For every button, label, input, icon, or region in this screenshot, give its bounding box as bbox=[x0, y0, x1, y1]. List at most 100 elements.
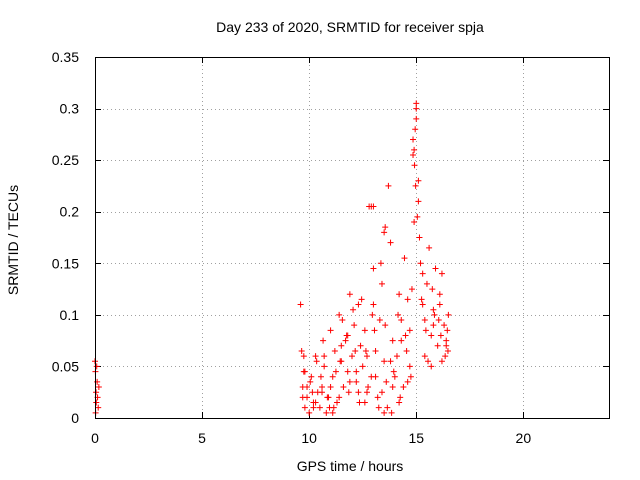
x-tick-label: 20 bbox=[516, 430, 532, 446]
y-tick-label: 0.15 bbox=[52, 255, 79, 271]
data-point bbox=[352, 347, 359, 354]
data-point bbox=[422, 327, 429, 334]
data-point bbox=[316, 404, 323, 411]
data-point bbox=[391, 373, 398, 380]
data-point bbox=[337, 358, 344, 365]
data-point bbox=[308, 373, 315, 380]
data-point bbox=[404, 296, 411, 303]
data-point bbox=[357, 342, 364, 349]
data-point bbox=[338, 342, 345, 349]
data-point bbox=[323, 409, 330, 416]
data-point bbox=[319, 389, 326, 396]
data-point bbox=[408, 286, 415, 293]
data-point bbox=[345, 389, 352, 396]
data-point bbox=[444, 327, 451, 334]
data-point bbox=[400, 384, 407, 391]
data-point bbox=[361, 399, 368, 406]
y-tick-label: 0.1 bbox=[60, 307, 80, 323]
data-point bbox=[344, 368, 351, 375]
data-point bbox=[342, 337, 349, 344]
data-point bbox=[403, 347, 410, 354]
data-point bbox=[336, 311, 343, 318]
data-point bbox=[381, 409, 388, 416]
data-point bbox=[310, 404, 317, 411]
data-point bbox=[382, 224, 389, 231]
data-point bbox=[396, 399, 403, 406]
data-point bbox=[423, 280, 430, 287]
data-point bbox=[355, 389, 362, 396]
data-point bbox=[336, 394, 343, 401]
data-point bbox=[321, 353, 328, 360]
data-point bbox=[371, 327, 378, 334]
data-point bbox=[418, 296, 425, 303]
y-tick-label: 0.25 bbox=[52, 152, 79, 168]
data-point bbox=[415, 198, 422, 205]
data-point bbox=[411, 162, 418, 169]
data-point bbox=[330, 404, 337, 411]
data-point bbox=[346, 378, 353, 385]
data-point bbox=[356, 399, 363, 406]
data-point bbox=[349, 353, 355, 360]
data-point bbox=[383, 378, 390, 385]
data-point bbox=[309, 389, 316, 396]
data-point bbox=[95, 384, 102, 391]
data-point bbox=[95, 404, 102, 411]
data-point bbox=[306, 409, 313, 416]
y-tick-label: 0 bbox=[71, 410, 79, 426]
data-point bbox=[436, 291, 443, 298]
data-points bbox=[92, 100, 452, 416]
data-point bbox=[359, 363, 366, 370]
data-point bbox=[340, 384, 347, 391]
data-point bbox=[398, 317, 405, 324]
data-point bbox=[320, 337, 327, 344]
data-point bbox=[331, 347, 338, 354]
data-point bbox=[346, 291, 353, 298]
data-point bbox=[374, 394, 381, 401]
data-point bbox=[388, 409, 395, 416]
data-point bbox=[402, 332, 409, 339]
data-point bbox=[438, 270, 445, 277]
data-point bbox=[421, 353, 428, 360]
data-point bbox=[387, 358, 394, 365]
data-point bbox=[312, 399, 319, 406]
data-point bbox=[419, 301, 426, 308]
data-point bbox=[410, 136, 417, 143]
data-point bbox=[435, 317, 442, 324]
data-point bbox=[300, 353, 307, 360]
data-point bbox=[397, 394, 404, 401]
plot-frame bbox=[95, 57, 610, 419]
data-point bbox=[411, 219, 418, 226]
data-point bbox=[297, 301, 304, 308]
data-point bbox=[378, 389, 385, 396]
data-point bbox=[387, 239, 394, 246]
data-point bbox=[93, 389, 100, 396]
data-point bbox=[353, 368, 360, 375]
data-point bbox=[317, 373, 324, 380]
data-point bbox=[407, 373, 414, 380]
data-point bbox=[329, 373, 336, 380]
data-point bbox=[375, 404, 382, 411]
data-point bbox=[355, 301, 362, 308]
data-point bbox=[324, 394, 331, 401]
data-point bbox=[376, 317, 383, 324]
data-point bbox=[350, 306, 357, 313]
data-point bbox=[363, 353, 370, 360]
data-point bbox=[404, 378, 411, 385]
data-point bbox=[431, 311, 438, 318]
data-point bbox=[378, 280, 385, 287]
data-point bbox=[389, 337, 396, 344]
data-point bbox=[429, 286, 436, 293]
data-point bbox=[415, 177, 422, 184]
data-point bbox=[421, 317, 428, 324]
data-point bbox=[343, 332, 350, 339]
data-point bbox=[327, 327, 334, 334]
data-point bbox=[361, 327, 368, 334]
data-point bbox=[358, 296, 365, 303]
data-point bbox=[385, 182, 392, 189]
data-point bbox=[93, 363, 100, 370]
data-point bbox=[419, 270, 426, 277]
data-point bbox=[401, 255, 408, 262]
data-point bbox=[442, 353, 449, 360]
chart-title: Day 233 of 2020, SRMTID for receiver spj… bbox=[216, 19, 484, 35]
data-point bbox=[425, 358, 432, 365]
